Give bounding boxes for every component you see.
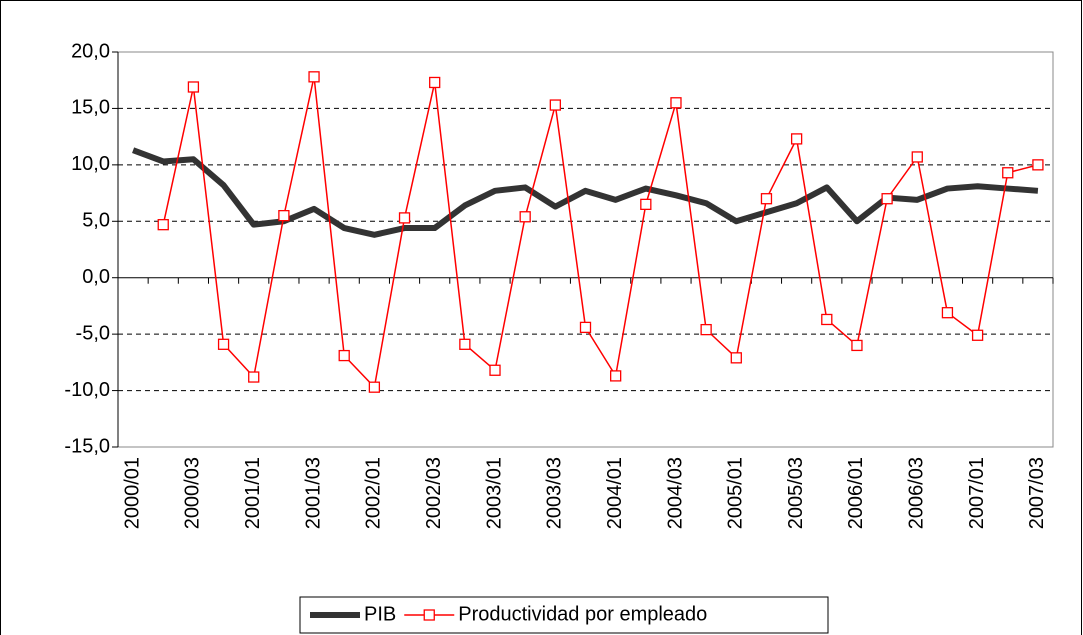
marker <box>1032 159 1044 171</box>
marker <box>941 307 954 319</box>
marker <box>790 133 803 145</box>
x-tick-label: 2007/01 <box>966 457 988 529</box>
marker <box>640 198 652 211</box>
x-tick-label: 2006/01 <box>845 457 867 529</box>
x-tick-label: 2005/03 <box>785 457 807 529</box>
marker <box>911 151 923 163</box>
x-tick-label: 2000/01 <box>121 457 143 529</box>
x-tick-label: 2004/03 <box>664 457 686 529</box>
marker <box>398 212 411 224</box>
x-tick-label: 2007/03 <box>1026 457 1048 529</box>
y-tick-label: -10,0 <box>64 379 110 401</box>
y-tick-label: 0,0 <box>82 266 110 288</box>
marker <box>730 352 742 364</box>
x-tick-label: 2002/03 <box>423 457 445 529</box>
x-tick-label: 2004/01 <box>604 457 626 529</box>
marker <box>368 381 381 393</box>
x-tick-label: 2006/03 <box>906 457 928 529</box>
marker <box>881 193 893 205</box>
marker <box>1002 167 1014 179</box>
legend-label: PIB <box>364 603 396 625</box>
marker <box>248 371 260 383</box>
marker <box>519 211 531 223</box>
marker <box>670 97 682 109</box>
marker <box>308 71 320 83</box>
plot-area <box>117 51 1054 448</box>
marker <box>579 321 592 334</box>
marker <box>278 209 290 222</box>
marker <box>338 349 350 362</box>
x-tick-label: 2002/01 <box>363 457 385 529</box>
marker <box>217 338 230 350</box>
x-tick-label: 2003/01 <box>483 457 505 529</box>
y-tick-label: 10,0 <box>71 153 110 175</box>
marker <box>489 364 501 376</box>
x-tick-label: 2000/03 <box>182 457 204 529</box>
legend <box>299 596 829 634</box>
x-tick-label: 2001/03 <box>302 457 324 529</box>
x-tick-label: 2003/03 <box>544 457 566 529</box>
marker <box>610 370 622 382</box>
legend-label: Productividad por empleado <box>458 603 707 625</box>
marker <box>429 76 441 89</box>
y-tick-label: -15,0 <box>64 435 110 457</box>
marker <box>760 193 773 205</box>
y-tick-label: -5,0 <box>76 322 110 344</box>
marker <box>549 99 561 111</box>
x-tick-label: 2005/01 <box>725 457 747 529</box>
y-tick-label: 5,0 <box>82 210 110 232</box>
marker <box>459 338 471 350</box>
y-tick-label: 15,0 <box>71 97 110 119</box>
x-tick-label: 2001/01 <box>242 457 264 529</box>
series-line <box>162 76 1039 388</box>
y-tick-label: 20,0 <box>71 40 110 62</box>
marker <box>187 81 200 93</box>
marker <box>971 329 984 341</box>
legend-marker <box>423 609 435 621</box>
marker <box>700 323 712 336</box>
marker <box>851 339 863 352</box>
marker <box>821 313 833 326</box>
marker <box>157 219 169 231</box>
